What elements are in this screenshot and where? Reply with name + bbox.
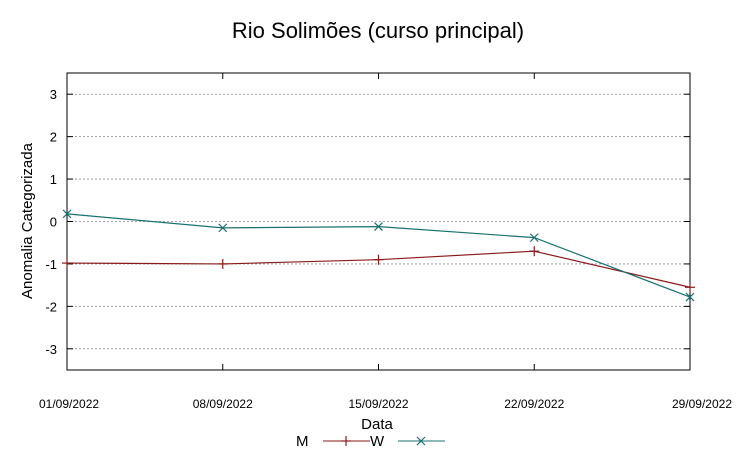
y-tick-label: 1	[50, 172, 57, 187]
legend-label-w: W	[370, 433, 385, 450]
x-tick-label: 15/09/2022	[348, 397, 408, 411]
series-layer	[62, 209, 695, 302]
legend-plus-marker	[341, 436, 351, 446]
chart-title: Rio Solimões (curso principal)	[232, 18, 524, 43]
y-tick-label: 2	[50, 130, 57, 145]
point-w	[218, 223, 228, 233]
point-w	[374, 222, 383, 232]
point-m	[373, 254, 384, 265]
y-axis-ticks: -3 -2 -1 0 1 2 3	[45, 87, 690, 357]
y-tick-label: 0	[50, 215, 57, 230]
x-tick-label: 22/09/2022	[504, 397, 564, 411]
y-tick-label: -2	[45, 299, 57, 314]
x-tick-label: 29/09/2022	[672, 397, 732, 411]
legend-marker-w	[416, 436, 426, 446]
point-w	[685, 292, 695, 302]
legend-marker-m	[341, 436, 351, 446]
point-m	[62, 258, 72, 269]
x-axis-ticks: 01/09/2022 08/09/2022 15/09/2022 22/09/2022…	[39, 73, 732, 411]
legend-label-m: M	[296, 433, 309, 450]
legend-x-marker	[416, 436, 426, 446]
point-m	[685, 282, 695, 293]
x-tick-label: 08/09/2022	[193, 397, 253, 411]
point-w	[529, 233, 539, 243]
y-tick-label: -1	[45, 257, 57, 272]
x-axis-label: Data	[361, 416, 393, 433]
y-tick-label: -3	[45, 342, 57, 357]
gridlines	[67, 93, 690, 350]
x-tick-label: 01/09/2022	[39, 397, 99, 411]
legend: M W	[296, 433, 445, 450]
point-m	[217, 258, 228, 269]
point-w	[62, 209, 72, 219]
y-axis-label: Anomalia Categorizada	[19, 142, 36, 299]
y-tick-label: 3	[50, 87, 57, 102]
point-m	[529, 246, 540, 257]
